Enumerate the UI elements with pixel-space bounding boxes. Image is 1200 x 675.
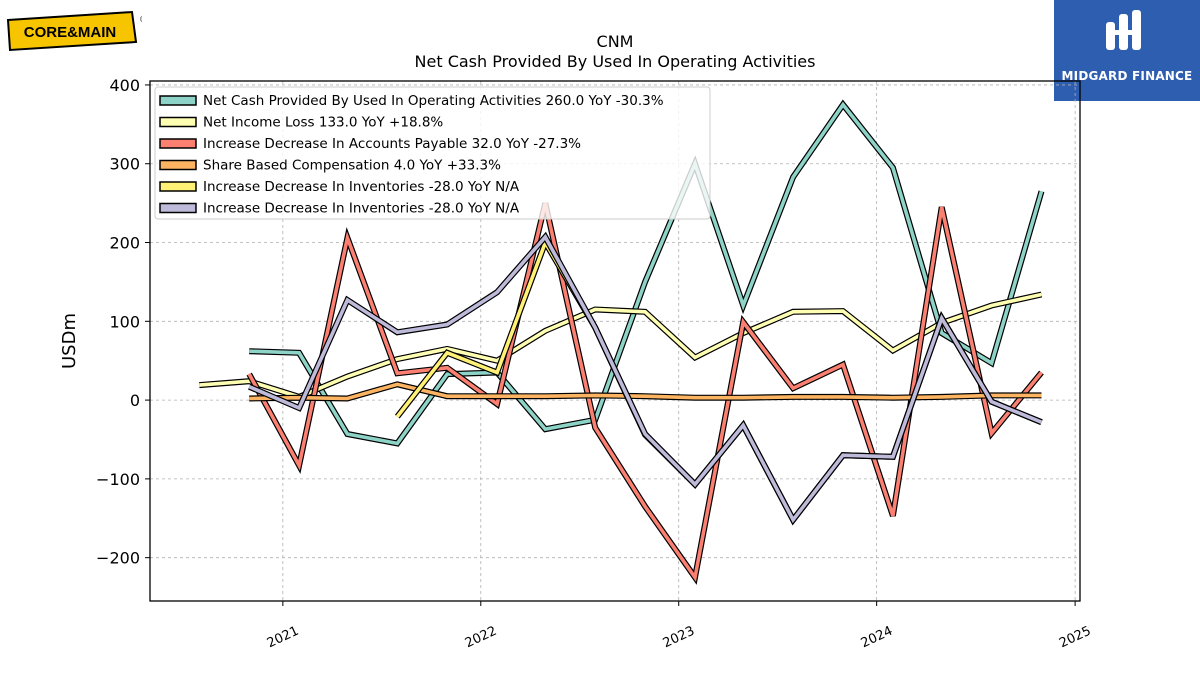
legend-swatch bbox=[159, 95, 197, 106]
series-line bbox=[395, 238, 1043, 524]
chart-title: CNM bbox=[596, 32, 634, 51]
y-axis-label: USDm bbox=[59, 313, 80, 369]
series-line bbox=[248, 233, 1043, 524]
legend-label: Increase Decrease In Inventories -28.0 Y… bbox=[203, 179, 520, 195]
series-6 bbox=[248, 231, 1043, 526]
legend-label: Net Income Loss 133.0 YoY +18.8% bbox=[203, 115, 443, 131]
midgard-finance-text: MIDGARD FINANCE bbox=[1061, 69, 1193, 83]
chart-subtitle: Net Cash Provided By Used In Operating A… bbox=[414, 52, 816, 71]
legend-swatch bbox=[159, 138, 197, 149]
legend-swatch bbox=[159, 116, 197, 128]
y-axis: −200 −100 0 100 200 300 400 bbox=[96, 76, 150, 568]
series-line bbox=[249, 382, 1042, 401]
core-main-logo: CORE&MAIN ® bbox=[6, 10, 142, 52]
series-lines bbox=[199, 99, 1045, 585]
y-tick-label: 100 bbox=[109, 312, 140, 331]
x-tick-label: 2022 bbox=[463, 624, 499, 652]
legend-swatch bbox=[159, 181, 197, 192]
plot-frame bbox=[149, 80, 1081, 602]
x-axis: 2021 2022 2023 2024 2025 bbox=[265, 601, 1093, 652]
x-tick-label: 2024 bbox=[859, 624, 895, 652]
series-2 bbox=[199, 291, 1043, 401]
midgard-finance-logo: MIDGARD FINANCE bbox=[1054, 0, 1200, 101]
legend: Net Cash Provided By Used In Operating A… bbox=[154, 86, 711, 220]
core-main-logo-text: CORE&MAIN bbox=[24, 24, 117, 41]
midgard-emblem-icon bbox=[1106, 10, 1141, 50]
y-tick-label: 200 bbox=[109, 234, 140, 253]
legend-swatch bbox=[159, 202, 197, 214]
legend-label: Net Cash Provided By Used In Operating A… bbox=[203, 93, 664, 109]
registered-mark: ® bbox=[139, 15, 142, 24]
legend-label: Increase Decrease In Accounts Payable 32… bbox=[203, 136, 581, 152]
x-tick-label: 2023 bbox=[661, 624, 697, 652]
x-tick-label: 2025 bbox=[1057, 624, 1093, 652]
series-line bbox=[249, 101, 1044, 446]
legend-box bbox=[154, 86, 711, 220]
series-4 bbox=[249, 381, 1042, 402]
series-5 bbox=[394, 235, 1043, 526]
legend-label: Increase Decrease In Inventories -28.0 Y… bbox=[203, 201, 520, 217]
legend-label: Share Based Compensation 4.0 YoY +33.3% bbox=[203, 158, 501, 174]
y-tick-label: −100 bbox=[96, 470, 140, 489]
series-line-outline bbox=[394, 235, 1043, 526]
legend-swatch bbox=[159, 159, 197, 171]
series-line bbox=[199, 292, 1042, 399]
x-tick-label: 2021 bbox=[265, 624, 301, 652]
y-tick-label: 300 bbox=[109, 155, 140, 174]
y-tick-label: 400 bbox=[109, 76, 140, 95]
y-tick-label: 0 bbox=[130, 391, 140, 410]
series-1 bbox=[249, 99, 1045, 447]
y-tick-label: −200 bbox=[96, 549, 140, 568]
